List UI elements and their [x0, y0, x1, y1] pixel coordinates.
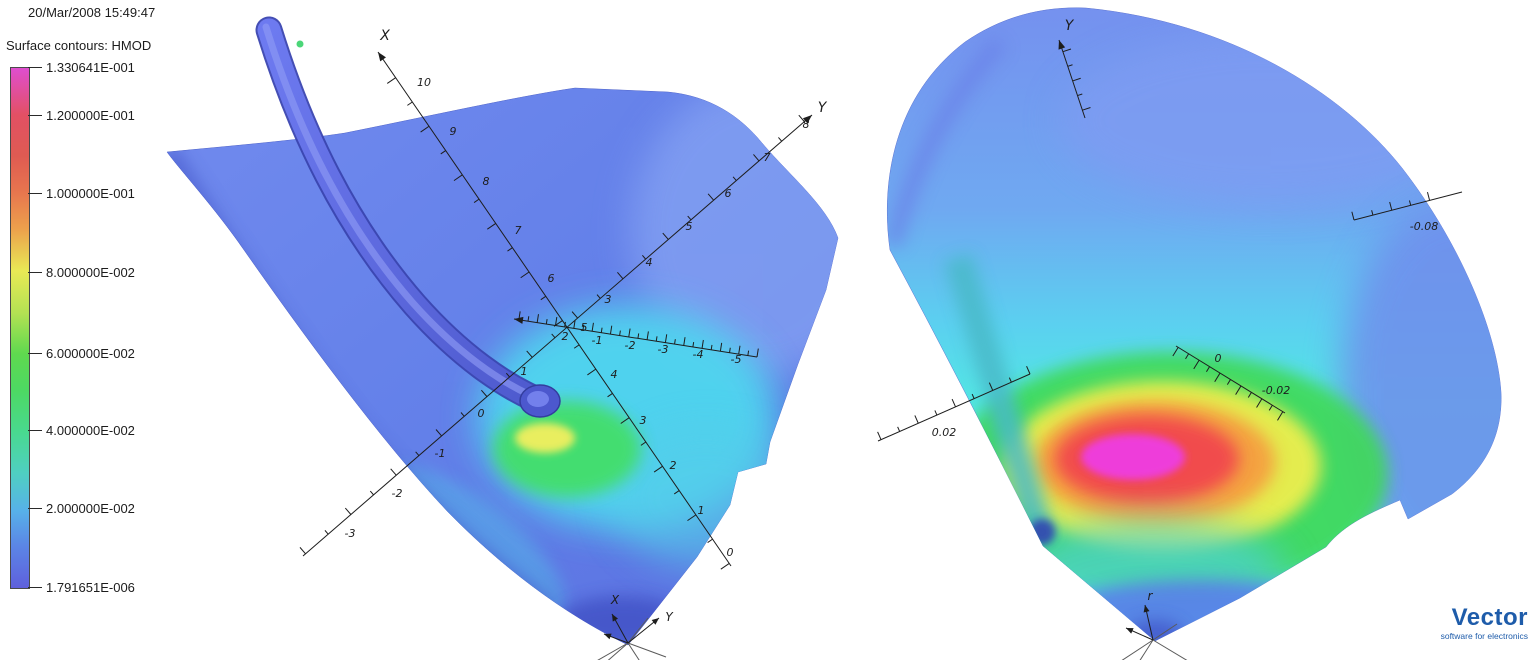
legend-tick-label: 1.330641E-001 — [46, 60, 135, 75]
x-axis-tick-label: 8 — [483, 175, 490, 188]
y-axis-tick-label: 4 — [646, 256, 653, 269]
vendor-name: Vector — [1451, 604, 1528, 631]
x-axis-tick-label: 6 — [548, 272, 555, 285]
z-axis-tick-label: -1 — [592, 334, 603, 347]
legend-tick — [28, 114, 42, 116]
y-axis-tick-label: 6 — [725, 187, 732, 200]
triad-axis-label: X — [610, 593, 620, 607]
legend-tick — [28, 587, 42, 588]
y-axis-tick-label: 0 — [478, 407, 485, 420]
y2-axis-title: Y — [1065, 18, 1075, 34]
right-view-axes: Y 0.02 -0.08 0 -0.02 r — [877, 18, 1463, 660]
y-axis-tick-label: 3 — [605, 293, 612, 306]
x-axis-title: X — [379, 28, 390, 44]
y-axis-tick-label: 1 — [521, 365, 528, 378]
triad-axis-label: r — [1148, 589, 1154, 603]
y-axis-tick-label: 5 — [686, 220, 693, 233]
legend-tick-label: 1.791651E-006 — [46, 580, 135, 595]
z-axis-tick-label: -4 — [693, 348, 704, 361]
legend-tick — [28, 271, 42, 273]
y-axis-tick-label: -3 — [345, 527, 356, 540]
legend-tick-label: 8.000000E-002 — [46, 264, 135, 280]
x-axis-tick-label: 5 — [581, 321, 588, 334]
timestamp: 20/Mar/2008 15:49:47 — [28, 5, 156, 20]
h-axis-left-tick-label: 0.02 — [932, 426, 957, 439]
legend-tick-label: 2.000000E-002 — [46, 500, 135, 516]
x-axis-tick-label: 3 — [640, 414, 647, 427]
x-axis-tick-label: 1 — [698, 504, 705, 517]
x-axis-tick-label: 0 — [727, 546, 734, 559]
h-axis-right-tick-label: -0.08 — [1410, 220, 1438, 233]
mid-axis-tick-label: -0.02 — [1262, 384, 1290, 397]
right-3d-view[interactable]: Y 0.02 -0.08 0 -0.02 r — [877, 7, 1536, 660]
z-axis-tick-label: -5 — [731, 353, 742, 366]
legend-colorbar — [10, 67, 30, 589]
legend-title: Surface contours: HMOD — [6, 38, 152, 53]
triad-axis-label: Y — [665, 610, 674, 624]
y-axis-tick-label: -2 — [392, 487, 403, 500]
x-axis-tick-label: 9 — [450, 125, 457, 138]
legend-tick-label: 1.200000E-001 — [46, 107, 135, 123]
mid-axis-tick-label: 0 — [1215, 352, 1222, 365]
legend-tick — [28, 353, 42, 354]
legend-tick-label: 4.000000E-002 — [46, 422, 135, 438]
legend-tick — [28, 507, 42, 509]
x-axis-tick-label: 10 — [417, 76, 431, 89]
x-axis-tick-label: 2 — [670, 459, 677, 472]
x-axis-tick-label: 4 — [611, 368, 618, 381]
vendor-tagline: software for electronics — [1440, 631, 1528, 641]
legend-tick — [28, 192, 42, 194]
z-axis-tick-label: -2 — [625, 339, 636, 352]
x-axis-tick-label: 7 — [515, 224, 522, 237]
hmod-peak — [1081, 434, 1185, 480]
probe-tube — [255, 16, 561, 418]
y-axis-tick-label: 8 — [803, 118, 810, 131]
y-axis-tick-label: 7 — [764, 151, 771, 164]
z-axis-tick-label: -3 — [658, 343, 669, 356]
y-axis-tick-label: 2 — [562, 330, 569, 343]
contact-spot — [296, 40, 304, 48]
y-axis-tick-label: -1 — [435, 447, 446, 460]
legend-tick — [28, 67, 42, 68]
vendor-logo: Vector software for electronics — [1440, 604, 1528, 642]
legend-tick-label: 1.000000E-001 — [46, 185, 135, 201]
legend-tick-label: 6.000000E-002 — [46, 346, 135, 361]
legend-tick — [28, 429, 42, 431]
y-axis-title: Y — [818, 100, 828, 116]
